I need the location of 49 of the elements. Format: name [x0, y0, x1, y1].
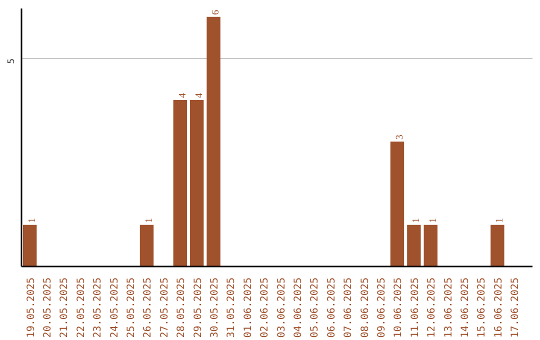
x-tick-label: 16.06.2025: [493, 277, 504, 338]
x-tick-label: 10.06.2025: [393, 277, 404, 338]
bar: [206, 16, 220, 266]
bar: [190, 100, 204, 266]
x-tick-label: 21.05.2025: [59, 277, 70, 338]
x-tick-label: 04.06.2025: [293, 277, 304, 338]
data-label: 3: [394, 134, 406, 140]
x-tick-label: 22.05.2025: [76, 277, 87, 338]
x-tick-label: 23.05.2025: [92, 277, 104, 338]
x-tick-label: 02.06.2025: [260, 277, 271, 338]
data-label: 6: [210, 10, 222, 15]
x-tick-label: 14.06.2025: [460, 277, 472, 338]
x-tick-label: 29.05.2025: [192, 277, 204, 338]
data-label: 1: [494, 218, 506, 223]
data-label: 1: [144, 218, 155, 223]
bar: [424, 224, 438, 266]
bar: [140, 224, 154, 266]
x-tick-label: 24.05.2025: [109, 277, 120, 338]
bar: [490, 224, 504, 266]
x-tick-label: 07.06.2025: [343, 277, 354, 338]
bar: [173, 100, 187, 266]
x-tick-label: 19.05.2025: [26, 277, 37, 338]
x-tick-label: 08.06.2025: [360, 277, 371, 338]
bar: [390, 142, 404, 266]
x-tick-label: 28.05.2025: [176, 277, 188, 338]
x-tick-label: 01.06.2025: [242, 277, 254, 338]
data-label: 4: [194, 93, 206, 98]
data-label: 4: [177, 93, 188, 98]
x-tick-label: 25.05.2025: [126, 277, 138, 338]
data-label: 1: [411, 218, 422, 223]
x-tick-label: 20.05.2025: [42, 277, 54, 338]
x-tick-label: 12.06.2025: [426, 277, 438, 338]
x-tick-label: 17.06.2025: [510, 277, 522, 338]
x-tick-label: 30.05.2025: [210, 277, 221, 338]
x-tick-label: 15.06.2025: [476, 277, 488, 338]
y-tick-label: 5: [7, 58, 17, 64]
bar: [407, 224, 421, 266]
x-tick-label: 09.06.2025: [376, 277, 388, 338]
x-tick-label: 11.06.2025: [410, 277, 421, 338]
data-label: 1: [428, 218, 439, 223]
bar: [23, 224, 37, 266]
x-tick-label: 05.06.2025: [310, 277, 321, 338]
x-tick-label: 06.06.2025: [326, 277, 338, 338]
x-tick-label: 31.05.2025: [226, 277, 238, 338]
x-tick-label: 27.05.2025: [159, 277, 170, 338]
x-tick-label: 03.06.2025: [276, 277, 288, 338]
x-tick-label: 13.06.2025: [443, 277, 454, 338]
data-label: 1: [27, 218, 38, 223]
x-tick-label: 26.05.2025: [142, 277, 154, 338]
